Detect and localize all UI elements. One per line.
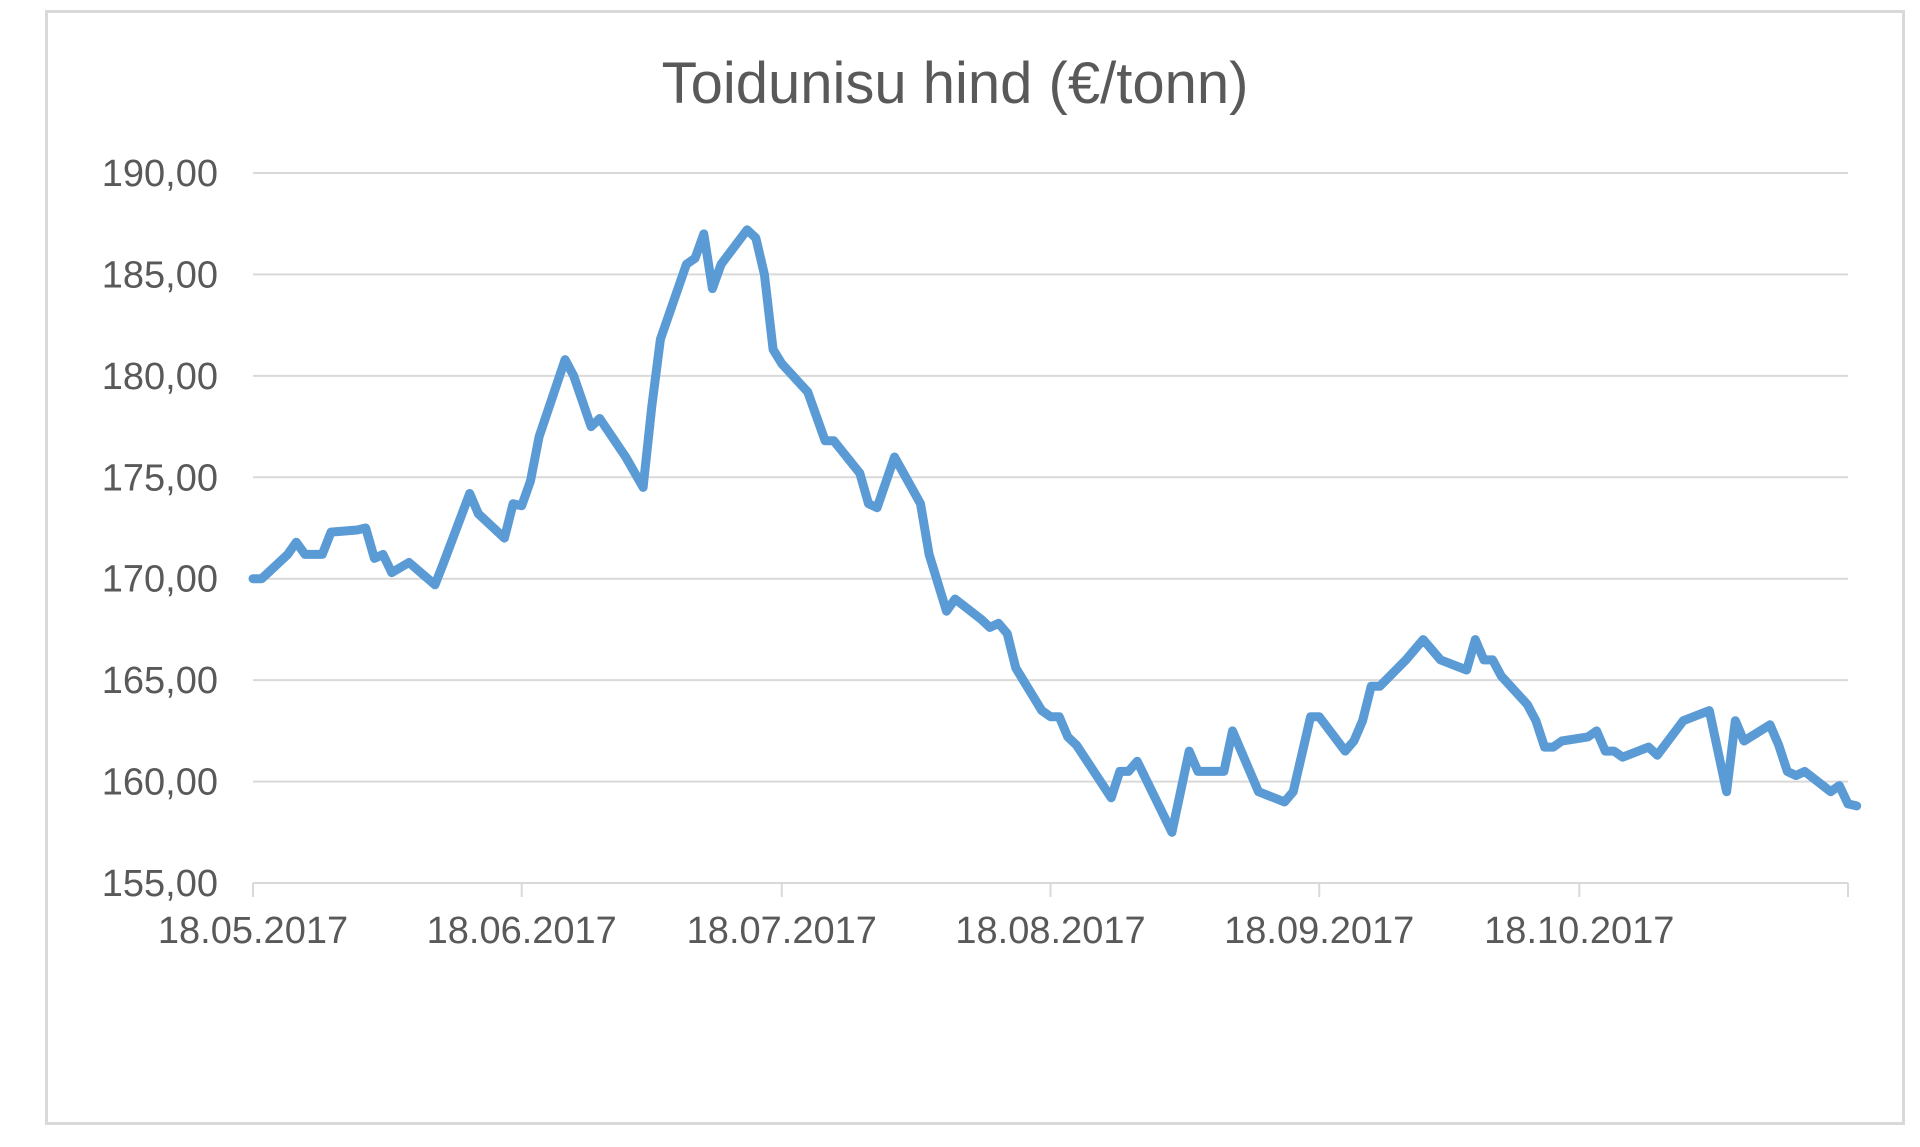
series-line xyxy=(248,225,1862,837)
x-tick-label: 18.06.2017 xyxy=(427,910,617,952)
y-tick-label: 190,00 xyxy=(102,153,218,195)
chart-frame: Toidunisu hind (€/tonn) 18.05.2017 18.06.… xyxy=(45,10,1905,1125)
x-axis: 18.05.2017 18.06.2017 18.07.2017 18.08.2017… xyxy=(158,882,1849,952)
y-tick-label: 170,00 xyxy=(102,559,218,601)
series xyxy=(248,225,1862,837)
x-tick-label: 18.09.2017 xyxy=(1224,910,1414,952)
chart-title: Toidunisu hind (€/tonn) xyxy=(662,51,1249,116)
y-tick-label: 180,00 xyxy=(102,356,218,398)
x-tick-label: 18.08.2017 xyxy=(955,910,1145,952)
gridlines xyxy=(253,172,1848,884)
y-tick-label: 165,00 xyxy=(102,660,218,702)
y-tick-label: 175,00 xyxy=(102,457,218,499)
y-tick-label: 160,00 xyxy=(102,762,218,804)
line-chart: Toidunisu hind (€/tonn) 18.05.2017 18.06.… xyxy=(102,51,1862,952)
x-tick-label: 18.10.2017 xyxy=(1484,910,1674,952)
y-axis: 155,00 160,00 165,00 170,00 175,00 180,00 185,… xyxy=(102,153,218,905)
y-tick-label: 155,00 xyxy=(102,863,218,905)
y-tick-label: 185,00 xyxy=(102,254,218,296)
x-tick-label: 18.07.2017 xyxy=(687,910,877,952)
x-tick-label: 18.05.2017 xyxy=(158,910,348,952)
